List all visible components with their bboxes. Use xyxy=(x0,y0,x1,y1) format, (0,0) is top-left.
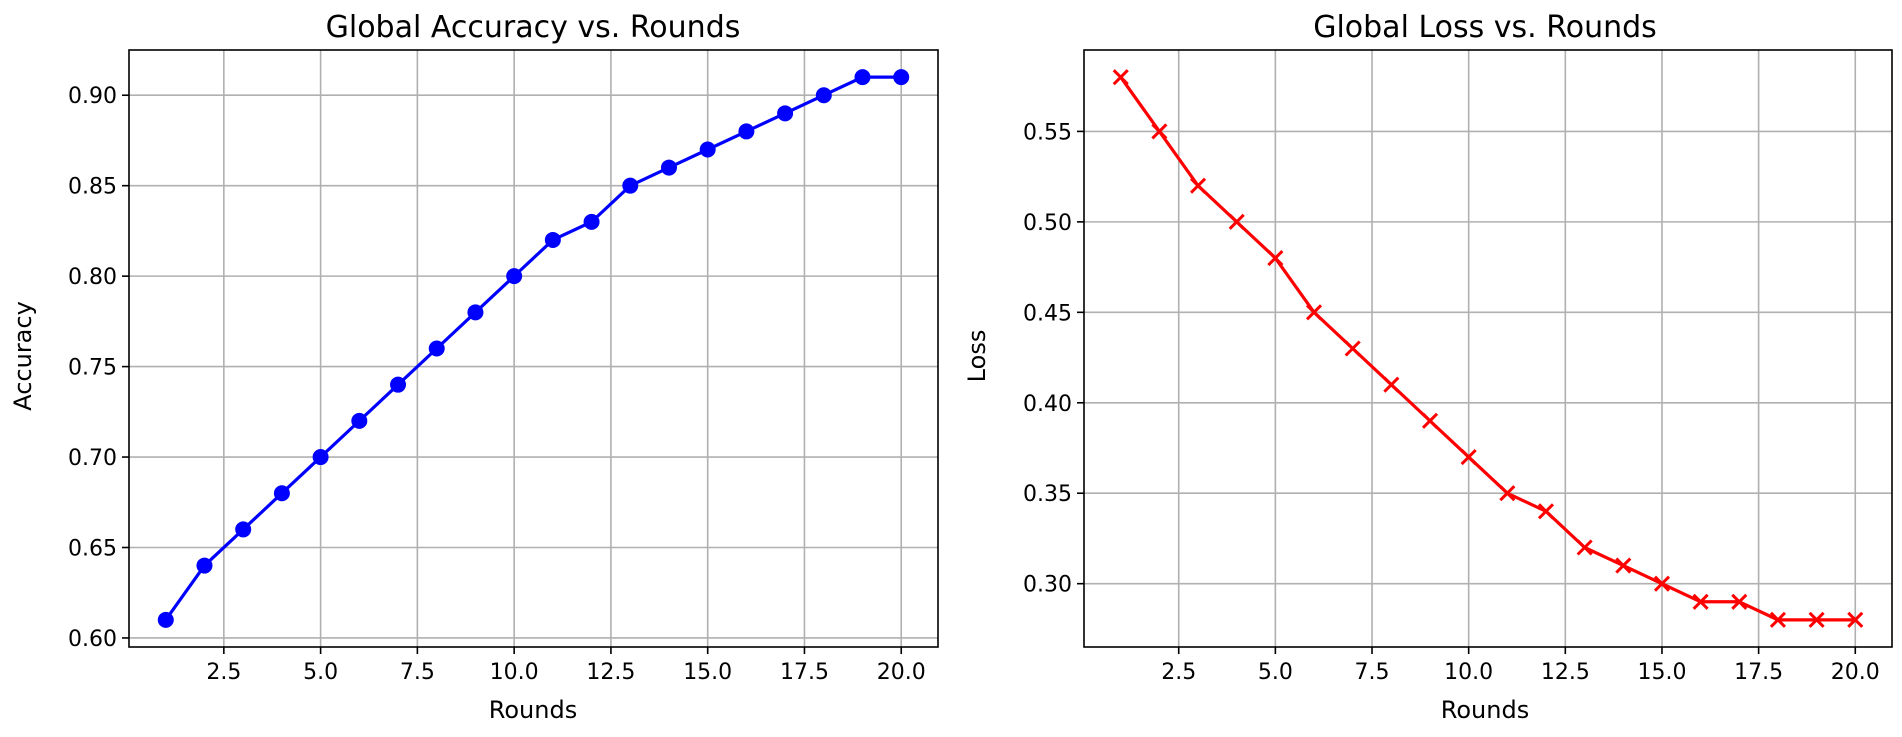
x-tick-label: 7.5 xyxy=(400,660,435,685)
data-point xyxy=(235,521,252,538)
data-point xyxy=(351,412,368,429)
x-tick-label: 12.5 xyxy=(586,660,635,685)
x-axis-label: Rounds xyxy=(489,696,577,724)
accuracy-chart: Global Accuracy vs. Rounds Rounds Accura… xyxy=(9,10,939,724)
data-point xyxy=(1189,177,1207,194)
data-point xyxy=(273,485,290,502)
data-point xyxy=(1112,69,1129,86)
x-tick-label: 17.5 xyxy=(780,660,829,685)
data-point xyxy=(622,177,639,194)
y-axis-label: Loss xyxy=(963,330,991,383)
data-point xyxy=(583,213,600,230)
axes-frame xyxy=(128,49,939,648)
series-line xyxy=(164,75,902,621)
chart-title: Global Loss vs. Rounds xyxy=(1313,10,1657,45)
data-point xyxy=(699,141,716,158)
y-tick-label: 0.60 xyxy=(68,627,117,652)
data-point xyxy=(544,231,561,248)
axes-frame xyxy=(1083,49,1893,648)
data-point xyxy=(1460,448,1477,466)
x-tick-label: 17.5 xyxy=(1734,660,1783,685)
y-axis-label: Accuracy xyxy=(9,301,37,411)
data-point xyxy=(1769,611,1787,628)
x-tick-label: 10.0 xyxy=(490,660,539,685)
data-point xyxy=(1421,412,1439,429)
y-tick-label: 0.55 xyxy=(1023,120,1072,145)
data-point xyxy=(1653,575,1671,592)
data-point xyxy=(1808,611,1825,628)
data-point xyxy=(1344,340,1361,357)
y-tick-label: 0.50 xyxy=(1023,211,1072,236)
y-tick-label: 0.45 xyxy=(1023,301,1072,326)
y-tick-label: 0.90 xyxy=(68,84,117,109)
data-point xyxy=(1576,539,1593,556)
x-tick-label: 7.5 xyxy=(1355,660,1390,685)
y-tick-label: 0.30 xyxy=(1023,573,1072,598)
data-point xyxy=(1499,485,1516,502)
data-point xyxy=(196,557,213,574)
loss-chart: Global Loss vs. Rounds Rounds Loss 2.5 5.… xyxy=(963,10,1893,724)
x-tick-label: 5.0 xyxy=(1258,660,1293,685)
data-point xyxy=(1267,249,1284,267)
chart-title: Global Accuracy vs. Rounds xyxy=(326,10,741,45)
data-point xyxy=(1305,304,1323,321)
x-tick-label: 15.0 xyxy=(683,660,732,685)
x-tick-label: 20.0 xyxy=(877,660,926,685)
data-point xyxy=(1847,611,1864,628)
x-tick-label: 15.0 xyxy=(1637,660,1686,685)
data-point xyxy=(1383,376,1400,393)
y-tick-label: 0.35 xyxy=(1023,482,1072,507)
x-tick-label: 20.0 xyxy=(1831,660,1880,685)
x-axis-label: Rounds xyxy=(1441,696,1529,724)
data-point xyxy=(312,449,329,466)
axes: 2.5 5.0 7.5 10.0 12.5 15.0 17.5 20.0 0.30 0.35 0.4… xyxy=(1023,49,1893,685)
data-point xyxy=(390,376,407,393)
data-point xyxy=(1615,557,1632,574)
x-tick-label: 2.5 xyxy=(1161,660,1196,685)
grid xyxy=(1084,50,1892,647)
data-point xyxy=(1731,593,1748,610)
grid xyxy=(129,50,938,647)
series-line xyxy=(1119,76,1856,622)
data-point xyxy=(815,87,832,104)
plot-area xyxy=(157,69,910,628)
x-tick-label: 5.0 xyxy=(303,660,338,685)
x-tick-label: 10.0 xyxy=(1444,660,1493,685)
axes: 2.5 5.0 7.5 10.0 12.5 15.0 17.5 20.0 0.60 0.65 0.7… xyxy=(68,49,939,685)
y-tick-label: 0.80 xyxy=(68,265,117,290)
data-point xyxy=(893,69,910,86)
data-point xyxy=(428,340,445,357)
x-tick-label: 2.5 xyxy=(206,660,241,685)
y-tick-label: 0.70 xyxy=(68,446,117,471)
data-point xyxy=(738,123,755,140)
y-tick-label: 0.75 xyxy=(68,356,117,381)
y-tick-label: 0.65 xyxy=(68,537,117,562)
data-point xyxy=(1151,123,1168,140)
data-point xyxy=(467,304,484,321)
data-point xyxy=(1537,503,1555,520)
x-tick-label: 12.5 xyxy=(1541,660,1590,685)
data-point xyxy=(660,159,677,176)
data-point xyxy=(157,611,174,628)
data-point xyxy=(1692,593,1709,610)
y-tick-label: 0.85 xyxy=(68,175,117,200)
plot-area xyxy=(1112,69,1864,628)
data-point xyxy=(506,268,523,285)
y-tick-label: 0.40 xyxy=(1023,392,1072,417)
data-point xyxy=(1228,213,1245,230)
data-point xyxy=(777,105,794,122)
data-point xyxy=(854,69,871,86)
